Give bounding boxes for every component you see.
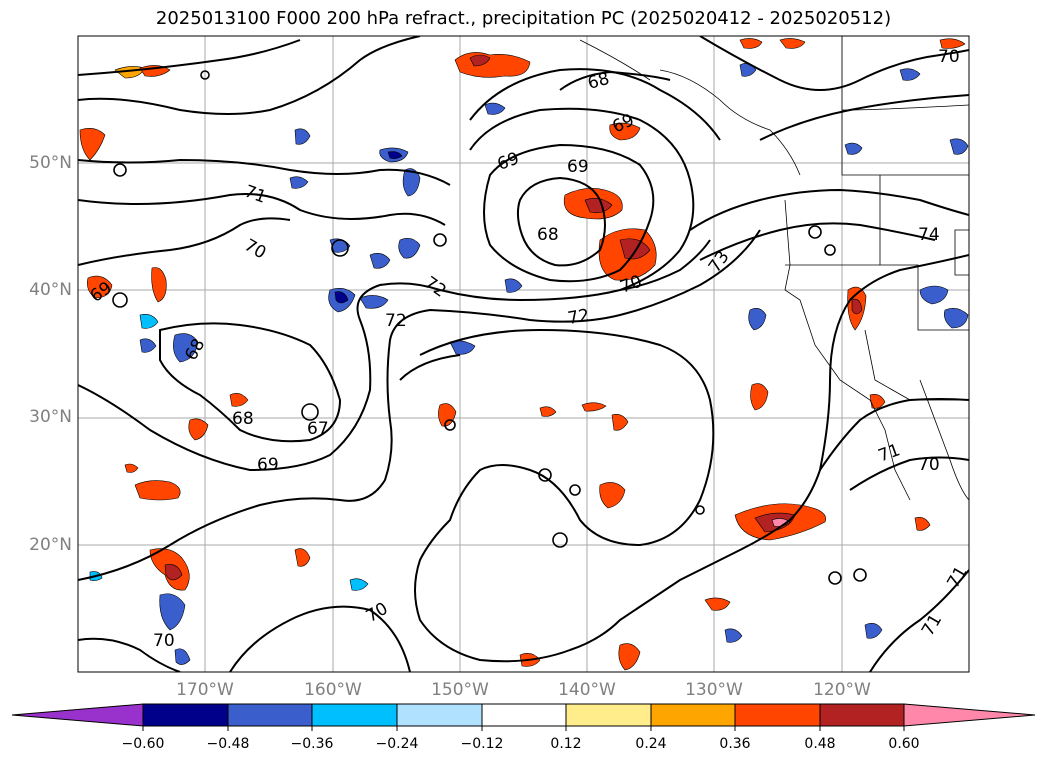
colorbar-tick-label: −0.24 xyxy=(375,736,419,752)
colorbar-tick-label: −0.60 xyxy=(121,736,165,752)
colorbar-segment xyxy=(311,703,398,727)
colorbar-segment xyxy=(396,703,483,727)
contour-label: 72 xyxy=(385,311,407,331)
contour-label: 74 xyxy=(918,225,940,245)
lon-label-170w: 170°W xyxy=(176,680,234,700)
colorbar-segment xyxy=(819,703,905,727)
colorbar-tick-label: 0.60 xyxy=(888,736,920,752)
contour-label: 69 xyxy=(257,455,279,475)
refractivity-contours xyxy=(78,36,969,672)
map-panel xyxy=(78,36,969,672)
contour-label: 67 xyxy=(307,419,329,439)
colorbar-tick-label: 0.24 xyxy=(635,736,667,752)
colorbar-segment xyxy=(142,703,229,727)
lon-label-130w: 130°W xyxy=(685,680,743,700)
contour-label: 70 xyxy=(918,455,940,475)
small-contours xyxy=(112,70,867,585)
colorbar xyxy=(11,703,1036,731)
lat-label-30n: 30°N xyxy=(29,407,72,427)
lat-label-50n: 50°N xyxy=(29,153,72,173)
colorbar-segment xyxy=(650,703,736,727)
colorbar-upper-extension xyxy=(903,703,1036,727)
map-frame xyxy=(77,35,970,673)
lon-label-160w: 160°W xyxy=(304,680,362,700)
lat-label-20n: 20°N xyxy=(29,535,72,555)
lon-label-150w: 150°W xyxy=(431,680,489,700)
contour-label: 72 xyxy=(566,305,591,328)
colorbar-tick-marks xyxy=(142,726,905,731)
contour-label: 70 xyxy=(938,47,960,67)
colorbar-segment xyxy=(481,703,567,727)
contour-label: 70 xyxy=(153,631,175,651)
colorbar-segment xyxy=(734,703,821,727)
colorbar-segment xyxy=(227,703,313,727)
gridlines xyxy=(78,36,969,672)
colorbar-segment xyxy=(565,703,652,727)
colorbar-lower-extension xyxy=(11,703,144,727)
contour-label: 69 xyxy=(567,157,589,177)
contour-label: 68 xyxy=(232,409,254,429)
precip-negative-areas xyxy=(89,63,969,665)
lon-label-120w: 120°W xyxy=(813,680,871,700)
colorbar-tick-label: 0.12 xyxy=(550,736,582,752)
colorbar-tick-label: −0.48 xyxy=(206,736,250,752)
colorbar-tick-label: 0.36 xyxy=(719,736,751,752)
lat-label-40n: 40°N xyxy=(29,280,72,300)
colorbar-tick-label: −0.36 xyxy=(290,736,334,752)
colorbar-tick-label: −0.12 xyxy=(460,736,504,752)
colorbar-tick-label: 0.48 xyxy=(804,736,836,752)
lon-label-140w: 140°W xyxy=(558,680,616,700)
contour-label: 68 xyxy=(537,225,559,245)
map-title: 2025013100 F000 200 hPa refract., precip… xyxy=(155,8,892,29)
precip-positive-areas xyxy=(79,38,966,671)
